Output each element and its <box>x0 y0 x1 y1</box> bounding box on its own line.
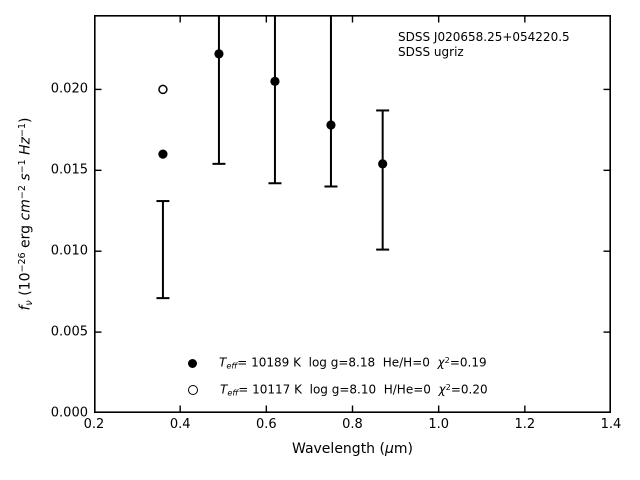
legend-filled-circle-icon <box>188 358 197 368</box>
legend-entry-text-part: 2 <box>444 355 450 366</box>
legend-entry-text-part: eff <box>227 387 239 398</box>
legend-entry: Teff= 10117 K log g=8.10 H/He=0 χ2=0.20 <box>188 381 488 399</box>
y-axis-label-part: ν <box>23 300 35 306</box>
y-tick-label: 0.000 <box>50 405 88 421</box>
x-tick-label: 1.4 <box>600 417 622 432</box>
y-tick-label: 0.015 <box>50 162 88 178</box>
legend-entry-text-part: =0.19 <box>449 355 487 370</box>
y-axis-label-part: ) <box>17 117 34 123</box>
x-tick-label: 0.6 <box>255 417 277 432</box>
legend-entry: Teff= 10189 K log g=8.18 He/H=0 χ2=0.19 <box>188 354 487 372</box>
plot-area <box>94 15 611 413</box>
data-point-open <box>158 84 168 95</box>
y-tick-label: 0.010 <box>50 243 88 259</box>
y-tick-label: 0.005 <box>50 324 88 340</box>
y-axis-label-part: Hz <box>17 136 34 155</box>
x-axis-label-part: m) <box>393 441 413 457</box>
annotation-survey: SDSS ugriz <box>398 45 464 59</box>
x-tick-label: 1.2 <box>514 417 536 432</box>
legend-entry-text-part: eff <box>226 360 238 371</box>
data-point-filled <box>326 120 336 130</box>
data-point-filled <box>158 149 168 159</box>
y-axis-label-part: cm <box>17 199 34 221</box>
y-axis-label-part: −2 <box>17 185 29 200</box>
axes-frame <box>94 15 611 413</box>
data-point-filled <box>270 76 280 86</box>
legend-entry-text: Teff= 10189 K log g=8.18 He/H=0 χ2=0.19 <box>219 355 487 371</box>
legend-entry-text-part: = 10189 K log g=8.18 He/H=0 <box>237 355 438 370</box>
x-axis-label-part: μ <box>384 441 394 457</box>
y-tick-label: 0.020 <box>50 81 88 97</box>
legend-entry-text-part: T <box>220 382 228 397</box>
legend-entry-text-part: =0.20 <box>450 382 488 397</box>
legend-entry-text-part: χ <box>438 382 446 397</box>
annotation-object-id: SDSS J020658.25+054220.5 <box>398 30 570 44</box>
legend-entry-text-part: 2 <box>445 382 451 393</box>
x-axis-label: Wavelength (μm) <box>94 441 611 457</box>
y-axis-label-part <box>17 181 33 185</box>
y-axis-label-part: f <box>17 305 34 311</box>
plot-canvas <box>94 15 611 413</box>
y-axis-label-part <box>17 155 33 159</box>
x-axis-label-part: Wavelength ( <box>292 441 385 457</box>
y-axis-label-part: −1 <box>17 122 29 137</box>
x-tick-label: 0.4 <box>169 417 191 432</box>
annotation-block: SDSS J020658.25+054220.5 SDSS ugriz <box>398 30 570 60</box>
legend-entry-text-part: χ <box>437 355 445 370</box>
y-axis-label: fν (10−26 erg cm−2 s−1 Hz−1) <box>17 117 35 310</box>
x-tick-label: 0.8 <box>342 417 363 432</box>
legend-entry-text-part: T <box>219 355 227 370</box>
y-axis-label-part: (10 <box>17 272 34 301</box>
legend-open-circle-icon <box>188 385 198 395</box>
legend-entry-text-part: = 10117 K log g=8.10 H/He=0 <box>238 382 439 397</box>
data-point-filled <box>378 159 388 169</box>
legend-entry-text: Teff= 10117 K log g=8.10 H/He=0 χ2=0.20 <box>220 382 488 398</box>
x-tick-label: 1.0 <box>428 417 449 432</box>
x-tick-label: 0.2 <box>83 417 105 432</box>
data-point-filled <box>214 49 224 59</box>
